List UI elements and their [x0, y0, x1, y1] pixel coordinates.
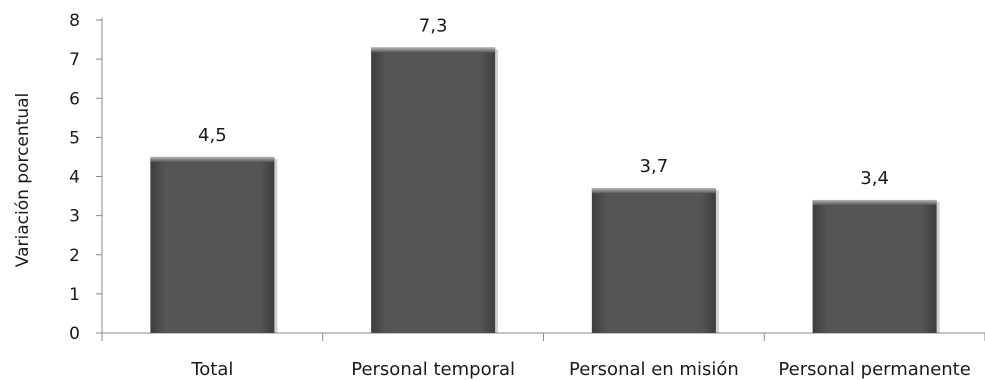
category-label: Personal en misión: [569, 359, 739, 380]
data-label: 4,5: [198, 125, 227, 146]
y-tick-label: 0: [69, 324, 80, 344]
category-label: Total: [190, 359, 233, 380]
y-tick-label: 2: [69, 246, 80, 266]
y-tick-label: 3: [69, 207, 80, 227]
bars: [150, 47, 940, 333]
bar: [150, 156, 278, 333]
y-axis-label: Variación porcentual: [13, 93, 33, 267]
bar-top-bevel: [150, 156, 275, 162]
bar: [812, 199, 940, 333]
y-axis-ticks: 0 1 2 3 4 5 6 7 8: [69, 11, 102, 344]
data-label: 3,4: [860, 168, 889, 189]
category-label: Personal permanente: [778, 359, 970, 380]
y-axis-title: Variación porcentual: [13, 93, 33, 267]
bar-top-bevel: [371, 47, 496, 53]
y-tick-label: 7: [69, 50, 80, 70]
y-tick-label: 6: [69, 89, 80, 109]
bar: [591, 188, 719, 333]
bar-body: [371, 47, 496, 333]
bar-top-bevel: [812, 199, 937, 205]
data-label: 7,3: [419, 15, 448, 36]
category-labels: Total Personal temporal Personal en misión…: [190, 359, 970, 380]
y-tick-label: 8: [69, 11, 80, 31]
bar-body: [812, 199, 937, 333]
data-labels: 4,5 7,3 3,7 3,4: [198, 15, 889, 189]
y-tick-label: 5: [69, 128, 80, 148]
y-tick-label: 1: [69, 285, 80, 305]
bar: [371, 47, 499, 333]
y-tick-label: 4: [69, 168, 80, 188]
data-label: 3,7: [640, 156, 669, 177]
bar-body: [150, 156, 275, 333]
category-label: Personal temporal: [351, 359, 515, 380]
bar-top-bevel: [591, 188, 716, 194]
bar-body: [591, 188, 716, 333]
